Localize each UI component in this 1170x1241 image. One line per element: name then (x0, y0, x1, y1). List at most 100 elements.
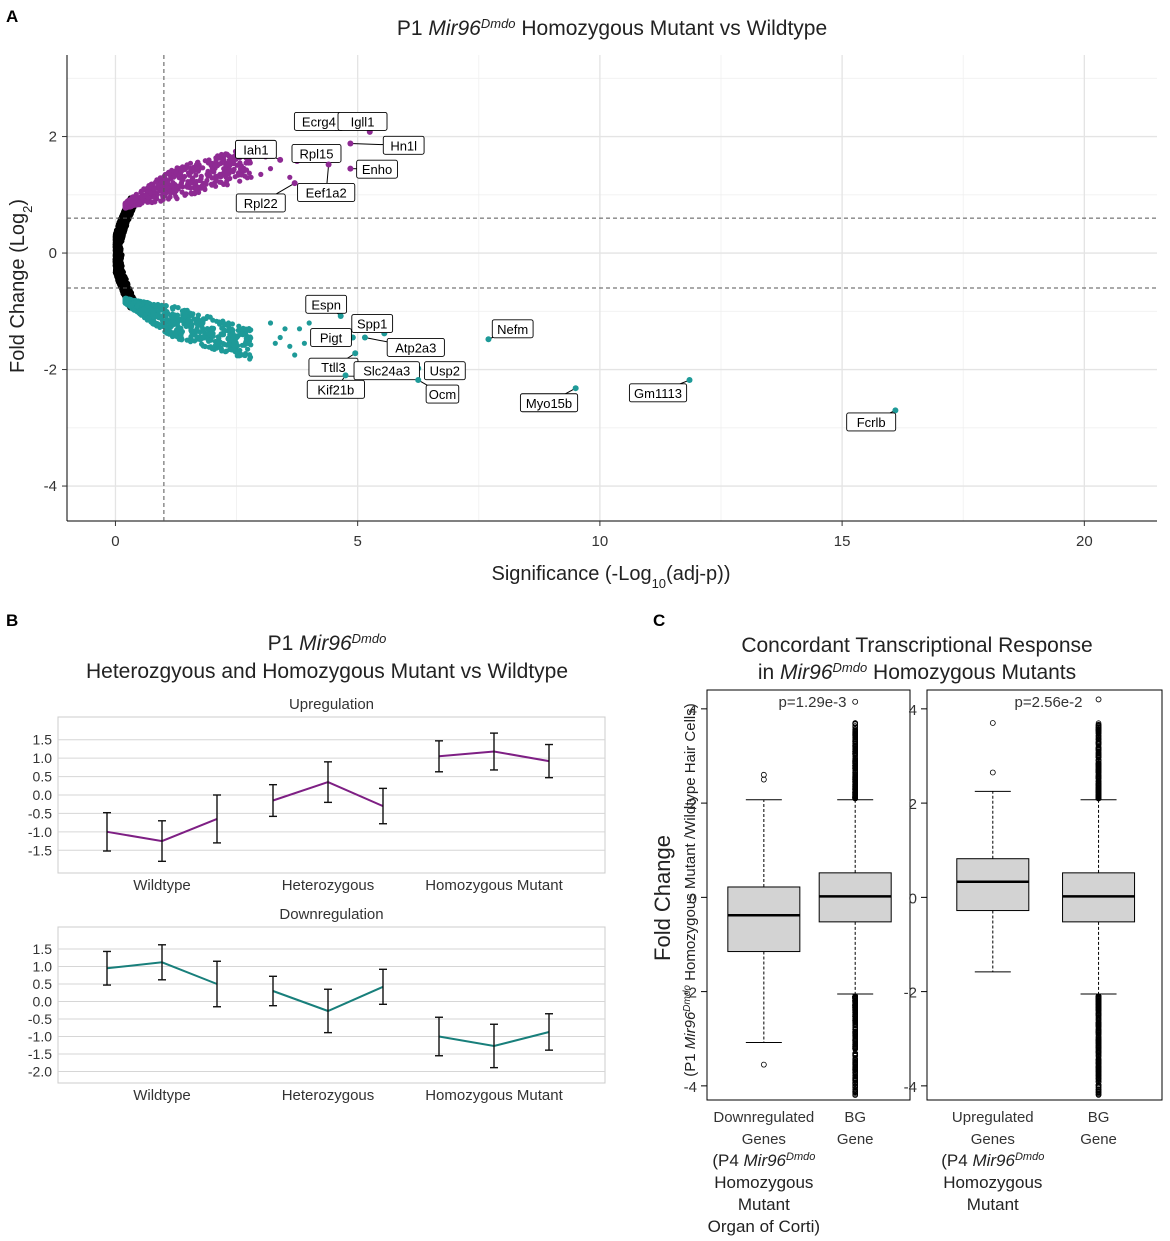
gene-point (347, 140, 354, 147)
scatter-point (182, 173, 188, 180)
scatter-point (229, 321, 235, 327)
scatter-point (193, 172, 199, 178)
scatter-point (147, 190, 154, 196)
box-iqr (727, 886, 801, 953)
scatter-point (189, 332, 195, 338)
scatter-point (179, 189, 185, 195)
outlier (1095, 1076, 1102, 1083)
scatter-point (164, 185, 170, 191)
scatter-point (128, 290, 134, 296)
outlier (989, 769, 996, 776)
scatter-point (194, 159, 201, 166)
subplot-title: Upregulation (289, 696, 374, 713)
outlier (1095, 696, 1102, 703)
outlier (1095, 730, 1102, 737)
scatter-point (235, 327, 241, 333)
outlier (852, 778, 858, 785)
outlier (1095, 1031, 1102, 1037)
scatter-point (114, 248, 120, 254)
scatter-point (162, 329, 168, 335)
y-tick-label: 1.5 (33, 732, 53, 748)
scatter-point (121, 230, 127, 236)
scatter-point (174, 184, 180, 190)
gene-label-box (337, 111, 388, 131)
scatter-point (220, 341, 226, 347)
outlier (1095, 757, 1102, 764)
outlier (1095, 748, 1102, 755)
group-label: Heterozygous (282, 1087, 375, 1104)
scatter-point (113, 231, 119, 238)
gene-point (686, 377, 693, 384)
gene-label-box (235, 193, 286, 213)
panel-c-y-label: Fold Change (650, 835, 675, 961)
gene-label-box (297, 183, 356, 202)
scatter-point (258, 171, 264, 177)
outlier (852, 1089, 858, 1095)
scatter-point (121, 281, 127, 287)
gene-label-box (351, 314, 394, 333)
gene-point (352, 350, 359, 357)
outlier (852, 1091, 858, 1098)
outlier (852, 785, 858, 791)
gene-point (415, 377, 422, 384)
x-label-note: Homozygous (714, 1173, 813, 1192)
outlier (852, 759, 858, 765)
scatter-point (157, 324, 163, 330)
outlier (1095, 1040, 1102, 1047)
scatter-point (178, 328, 184, 334)
outlier (852, 750, 858, 757)
scatter-point (287, 174, 293, 180)
outlier (1095, 993, 1102, 1000)
gene-label: Igll1 (351, 114, 375, 129)
gene-label: Ecrg4 (302, 114, 336, 129)
scatter-point (205, 337, 211, 343)
scatter-point (167, 328, 173, 335)
scatter-point (213, 157, 219, 163)
scatter-point (179, 178, 185, 184)
scatter-point (179, 164, 186, 170)
scatter-point (145, 199, 151, 205)
gene-label: Ttll3 (321, 360, 346, 375)
outlier (1095, 998, 1102, 1005)
scatter-point (208, 181, 214, 187)
gene-point (291, 180, 298, 187)
x-tick-label: 10 (592, 533, 609, 550)
scatter-point (129, 303, 135, 309)
scatter-point (178, 333, 184, 339)
gene-label: Kif21b (317, 382, 354, 397)
panel-b-title-line1: P1 Mir96Dmdo (268, 631, 387, 656)
box-plot-2: -4 -2 0 2 4 Upregulated Genes BG Gene p=2.56e-2 (P… (904, 689, 1163, 1214)
outlier (852, 1052, 858, 1058)
y-tick-label: 4 (909, 702, 917, 719)
gene-label-box (491, 319, 534, 339)
y-tick-label: -2.0 (28, 1064, 52, 1080)
x-tick-label: 15 (834, 533, 851, 550)
outlier (1095, 1023, 1102, 1029)
scatter-point (169, 167, 175, 173)
outlier (852, 742, 858, 749)
y-tick-label: 2 (689, 796, 697, 813)
scatter-point (193, 186, 199, 192)
scatter-point (184, 321, 190, 327)
scatter-point (239, 352, 245, 358)
scatter-point (206, 332, 213, 338)
scatter-point (306, 320, 312, 326)
scatter-point (246, 352, 253, 358)
gene-label-box (235, 139, 277, 159)
outlier (852, 1030, 858, 1036)
box (956, 720, 1030, 973)
p-value: p=2.56e-2 (1015, 694, 1083, 711)
scatter-point (155, 182, 162, 189)
scatter-point (195, 168, 201, 174)
x-label-note: (P4 Mir96Dmdo (941, 1151, 1044, 1170)
box-iqr (956, 858, 1030, 912)
x-tick-label: 20 (1076, 533, 1093, 550)
outlier (852, 726, 858, 733)
gene-label-box (353, 361, 420, 381)
scatter-point (150, 308, 156, 314)
gene-label: Atp2a3 (395, 340, 436, 355)
outlier (1095, 1015, 1102, 1022)
gene-label-box (846, 412, 897, 432)
gene-label-box (305, 294, 348, 314)
